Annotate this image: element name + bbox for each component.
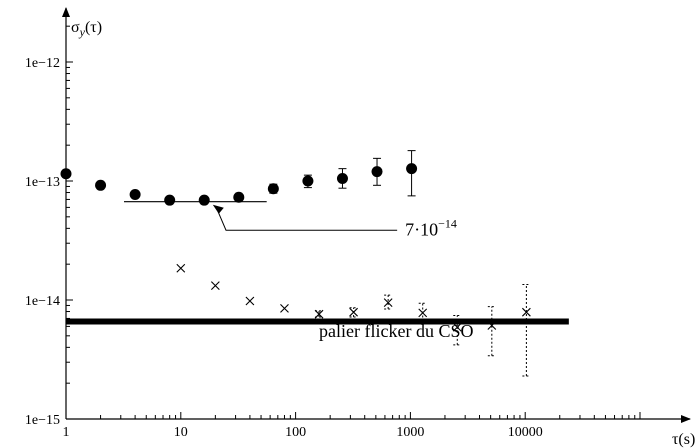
data-point-cross: [210, 281, 220, 291]
reference-lines: [66, 201, 569, 325]
x-tick-label: 1000: [396, 425, 424, 440]
annotations: 7·10−14 palier flicker du CSO: [212, 204, 474, 341]
data-point-cross: [383, 298, 393, 308]
y-tick-label: 1e−12: [25, 56, 60, 71]
data-point-cross: [349, 307, 358, 317]
data-point-circle: [233, 191, 245, 203]
y-tick-label: 1e−15: [25, 413, 60, 428]
data-point-circle: [336, 172, 348, 184]
data-point-circle: [60, 168, 72, 180]
data-point-circle: [129, 189, 141, 201]
annotation-leader: [216, 208, 398, 231]
data-point-circle: [267, 183, 279, 195]
axes: 1 10 100 1000 10000 1e−15 1e−14 1e−13 1e−12 τ(s) σ…: [25, 7, 695, 448]
data-point-cross: [176, 263, 186, 273]
x-tick-label: 10: [174, 425, 188, 440]
data-point-circle: [302, 175, 314, 187]
y-tick-label: 1e−14: [25, 294, 60, 309]
data-points: [60, 163, 531, 332]
data-point-cross: [452, 322, 462, 332]
x-axis-label: τ(s): [672, 431, 695, 448]
data-point-circle: [164, 194, 176, 206]
data-point-circle: [371, 166, 383, 178]
data-point-cross: [418, 308, 428, 318]
data-point-circle: [95, 179, 107, 191]
data-point-cross: [245, 296, 255, 306]
data-point-circle: [406, 163, 418, 175]
x-tick-label: 10000: [508, 425, 543, 440]
data-point-cross: [314, 309, 324, 319]
y-tick-label: 1e−13: [25, 175, 60, 190]
data-point-cross: [280, 304, 289, 313]
annotation-flicker-label: palier flicker du CSO: [319, 321, 473, 341]
x-tick-label: 100: [285, 425, 306, 440]
annotation-value: 7·10−14: [405, 216, 457, 239]
data-point-cross: [521, 307, 531, 317]
annotation-arrowhead: [212, 204, 224, 214]
data-point-cross: [487, 321, 497, 330]
y-axis-label: σy(τ): [71, 19, 102, 39]
data-point-circle: [198, 194, 210, 206]
x-tick-label: 1: [63, 425, 70, 440]
